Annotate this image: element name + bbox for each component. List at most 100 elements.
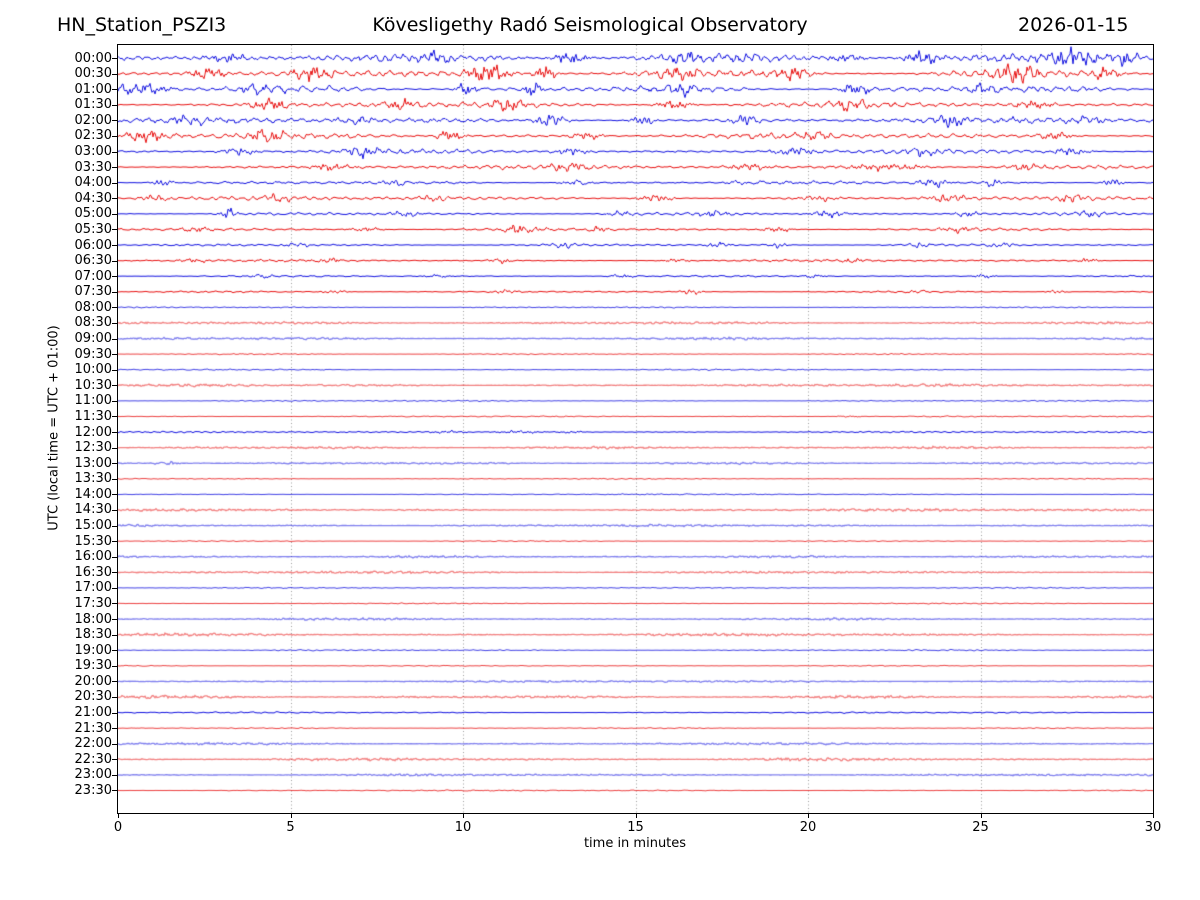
y-tick-mark <box>112 338 118 340</box>
y-tick-label: 11:30 <box>74 408 112 424</box>
y-tick-mark <box>112 759 118 761</box>
y-tick-mark <box>112 572 118 574</box>
y-tick-label: 09:30 <box>74 346 112 362</box>
y-tick-mark <box>112 619 118 621</box>
y-tick-label: 06:00 <box>74 237 112 253</box>
x-tick-label: 0 <box>113 820 123 835</box>
y-tick-label: 10:00 <box>74 362 112 378</box>
y-tick-mark <box>112 89 118 91</box>
y-tick-mark <box>112 245 118 247</box>
observatory-title: Kövesligethy Radó Seismological Observat… <box>372 14 808 36</box>
y-tick-mark <box>112 213 118 215</box>
plot-area <box>117 44 1154 814</box>
y-tick-mark <box>112 167 118 169</box>
y-tick-mark <box>112 790 118 792</box>
y-tick-label: 00:00 <box>74 50 112 66</box>
y-tick-label: 08:30 <box>74 315 112 331</box>
y-tick-mark <box>112 354 118 356</box>
y-tick-mark <box>112 650 118 652</box>
y-tick-mark <box>112 432 118 434</box>
y-tick-label: 14:00 <box>74 486 112 502</box>
y-tick-mark <box>112 322 118 324</box>
y-tick-mark <box>112 556 118 558</box>
x-tick-mark <box>290 814 292 818</box>
x-tick-label: 10 <box>454 820 472 835</box>
y-tick-label: 09:00 <box>74 331 112 347</box>
y-tick-label: 06:30 <box>74 253 112 269</box>
x-tick-mark <box>118 814 119 818</box>
y-tick-label: 07:30 <box>74 284 112 300</box>
y-tick-mark <box>112 681 118 683</box>
y-tick-label: 00:30 <box>74 66 112 82</box>
y-tick-mark <box>112 696 118 698</box>
x-tick-mark <box>1153 814 1154 818</box>
y-tick-mark <box>112 135 118 137</box>
y-tick-label: 08:00 <box>74 299 112 315</box>
y-tick-label: 15:00 <box>74 518 112 534</box>
x-axis-label: time in minutes <box>583 836 687 851</box>
y-tick-label: 20:00 <box>74 673 112 689</box>
y-tick-label: 22:00 <box>74 736 112 752</box>
y-tick-mark <box>112 587 118 589</box>
y-tick-label: 19:30 <box>74 658 112 674</box>
y-tick-label: 03:30 <box>74 159 112 175</box>
y-tick-label: 01:00 <box>74 81 112 97</box>
y-tick-label: 04:00 <box>74 175 112 191</box>
seismogram-canvas <box>118 45 1153 813</box>
x-tick-label: 25 <box>972 820 989 835</box>
y-tick-mark <box>112 478 118 480</box>
y-tick-label: 02:30 <box>74 128 112 144</box>
y-tick-mark <box>112 774 118 776</box>
y-tick-mark <box>112 151 118 153</box>
y-tick-label: 16:30 <box>74 564 112 580</box>
x-tick-mark <box>635 814 637 818</box>
y-tick-mark <box>112 665 118 667</box>
y-tick-mark <box>112 400 118 402</box>
y-tick-mark <box>112 369 118 371</box>
y-tick-mark <box>112 229 118 231</box>
y-tick-mark <box>112 260 118 262</box>
y-tick-label: 14:30 <box>74 502 112 518</box>
y-tick-mark <box>112 743 118 745</box>
y-tick-mark <box>112 509 118 511</box>
y-tick-mark <box>112 104 118 106</box>
y-tick-label: 12:00 <box>74 424 112 440</box>
y-tick-label: 16:00 <box>74 549 112 565</box>
date-label: 2026-01-15 <box>1018 14 1129 36</box>
y-tick-mark <box>112 276 118 278</box>
y-tick-label: 21:00 <box>74 705 112 721</box>
y-tick-label: 11:00 <box>74 393 112 409</box>
y-tick-mark <box>112 416 118 418</box>
y-tick-label: 03:00 <box>74 144 112 159</box>
y-tick-mark <box>112 198 118 200</box>
y-tick-label: 22:30 <box>74 751 112 767</box>
x-tick-label: 30 <box>1144 820 1162 835</box>
y-tick-label: 17:00 <box>74 580 112 596</box>
y-tick-label: 05:00 <box>74 206 112 222</box>
y-tick-mark <box>112 603 118 605</box>
y-tick-label: 13:30 <box>74 471 112 487</box>
station-title: HN_Station_PSZI3 <box>57 14 227 36</box>
y-tick-mark <box>112 58 118 59</box>
y-tick-mark <box>112 728 118 730</box>
y-tick-label: 04:30 <box>74 190 112 206</box>
y-tick-label: 21:30 <box>74 720 112 736</box>
x-tick-label: 5 <box>286 820 295 835</box>
y-tick-label: 05:30 <box>74 221 112 237</box>
x-tick-mark <box>463 814 464 818</box>
x-tick-label: 20 <box>799 820 817 835</box>
y-tick-mark <box>112 307 118 309</box>
y-tick-mark <box>112 541 118 543</box>
y-tick-label: 18:30 <box>74 627 112 643</box>
x-tick-mark <box>980 814 982 818</box>
y-tick-label: 12:30 <box>74 440 112 456</box>
x-tick-label: 15 <box>627 820 644 835</box>
y-tick-label: 10:30 <box>74 377 112 393</box>
y-tick-mark <box>112 120 118 122</box>
y-tick-mark <box>112 447 118 449</box>
y-tick-mark <box>112 525 118 527</box>
y-tick-label: 23:30 <box>74 782 112 798</box>
y-tick-label: 23:00 <box>74 767 112 783</box>
y-tick-label: 07:00 <box>74 268 112 284</box>
